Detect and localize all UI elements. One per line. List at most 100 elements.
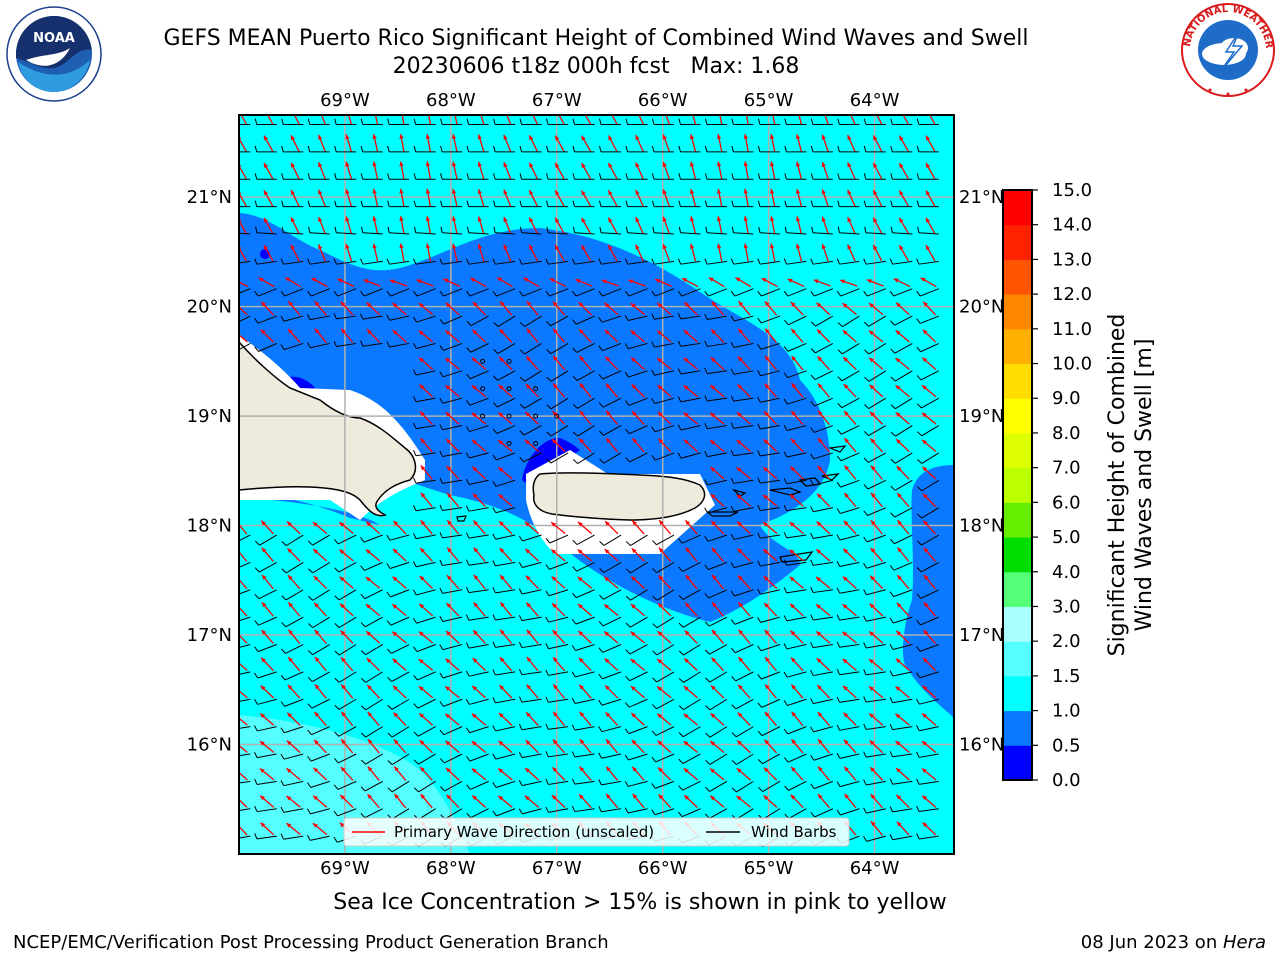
wind-barb xyxy=(576,315,595,325)
wind-barb-flag xyxy=(784,173,787,180)
wind-barb xyxy=(496,397,516,408)
wind-barb-flag xyxy=(598,290,603,297)
wind-barb xyxy=(239,232,251,235)
wind-barb xyxy=(336,315,357,320)
footer-date: 08 Jun 2023 on Hera xyxy=(1081,932,1266,953)
wind-barb-flag xyxy=(810,641,814,648)
wind-barb xyxy=(654,342,675,348)
wind-barb xyxy=(259,534,278,546)
wind-barb xyxy=(867,452,887,463)
wind-barb xyxy=(575,288,595,297)
wave-direction-arrowhead xyxy=(657,411,663,417)
wind-barb-flag xyxy=(412,369,417,376)
wave-direction-arrowhead xyxy=(288,301,293,307)
wind-barb-flag xyxy=(440,118,443,125)
colorbar-segment xyxy=(1003,537,1032,573)
wind-barb xyxy=(920,561,940,573)
wind-barb-flag xyxy=(228,539,232,543)
wave-direction-arrowhead xyxy=(314,739,319,745)
wind-barb-flag xyxy=(280,701,285,707)
wind-barb-flag xyxy=(519,456,525,463)
wave-direction-arrowhead xyxy=(817,685,822,690)
wave-direction-arrowhead xyxy=(868,659,874,664)
wave-direction-arrowhead xyxy=(524,521,530,527)
wave-direction-arrowhead xyxy=(367,739,373,744)
wave-direction-arrowhead xyxy=(372,188,377,194)
wind-barb-flag xyxy=(810,532,814,539)
wave-direction-arrowhead xyxy=(393,739,399,745)
wind-barb-flag xyxy=(280,344,285,350)
wind-barb-flag xyxy=(757,645,762,652)
wave-direction-arrowhead xyxy=(897,520,903,526)
wave-direction-arrowhead xyxy=(923,301,928,307)
wave-direction-arrowhead xyxy=(604,549,610,554)
wave-direction-arrowhead xyxy=(716,188,722,194)
wind-barb-flag xyxy=(704,313,708,320)
wave-direction-arrowhead xyxy=(606,793,611,799)
wind-barb xyxy=(362,315,383,320)
colorbar-tick-label: 4.0 xyxy=(1052,562,1081,583)
wind-barb-flag xyxy=(836,724,841,731)
wave-direction-arrowhead xyxy=(922,713,927,719)
wind-barb xyxy=(841,425,860,435)
wave-direction-arrowhead xyxy=(497,277,503,282)
wind-barb-flag xyxy=(598,699,603,706)
wind-barb-flag xyxy=(783,372,789,378)
wave-direction-arrowhead xyxy=(795,189,801,194)
wave-direction-arrowhead xyxy=(399,107,403,112)
wave-direction-arrowhead xyxy=(318,134,323,140)
wind-barb xyxy=(548,671,569,676)
wind-barb xyxy=(602,288,622,297)
wind-barb-flag xyxy=(413,118,417,125)
wind-barb-flag xyxy=(810,479,814,486)
wind-barb xyxy=(497,370,516,381)
wave-direction-arrowhead xyxy=(471,713,477,719)
wave-direction-arrowhead xyxy=(790,794,796,800)
wind-barb-flag xyxy=(677,258,682,265)
wind-barb xyxy=(338,726,357,737)
wind-barb-flag xyxy=(360,258,364,265)
wave-direction-arrowhead xyxy=(551,522,557,527)
wave-direction-arrowhead xyxy=(604,631,610,637)
wind-barb-flag xyxy=(889,565,895,571)
wind-barb-flag xyxy=(917,226,920,233)
wind-barb-flag xyxy=(651,145,655,152)
wave-direction-arrowhead xyxy=(605,685,610,691)
land-puertorico xyxy=(532,472,706,521)
wind-barb-flag xyxy=(783,615,788,622)
wind-barb-flag xyxy=(652,226,655,233)
wave-direction-arrowhead xyxy=(314,301,320,307)
wave-direction-arrowhead xyxy=(630,604,636,609)
wind-barb-flag xyxy=(545,643,549,649)
wave-direction-arrowhead xyxy=(451,161,457,167)
wave-direction-arrowhead xyxy=(340,301,346,307)
wave-direction-arrowhead xyxy=(606,438,611,443)
wind-barb xyxy=(364,589,383,600)
wind-barb-flag xyxy=(677,396,682,403)
wind-barb xyxy=(311,671,330,682)
wave-direction-arrowhead xyxy=(873,190,878,196)
wind-barb xyxy=(628,288,648,297)
wind-barb xyxy=(309,232,330,235)
wind-barb-flag xyxy=(571,724,576,731)
wave-direction-arrowhead xyxy=(498,384,504,390)
wind-barb-flag xyxy=(572,226,576,233)
wave-direction-arrowhead xyxy=(712,602,717,608)
wind-barb-flag xyxy=(413,646,418,652)
wind-barb xyxy=(892,232,913,235)
wave-direction-arrowhead xyxy=(345,216,350,222)
wave-direction-arrowhead xyxy=(895,357,901,363)
wind-barb xyxy=(443,342,463,351)
wind-barb-flag xyxy=(545,723,549,730)
wave-direction-arrow xyxy=(239,306,248,316)
wave-direction-arrowhead xyxy=(473,574,479,580)
wave-direction-arrowhead xyxy=(340,630,346,636)
wave-direction-arrowhead xyxy=(737,521,742,527)
wind-barb xyxy=(391,726,410,738)
wind-barb-flag xyxy=(916,118,920,125)
wave-direction-arrowhead xyxy=(869,686,874,691)
wind-barb-flag xyxy=(757,258,761,265)
wind-barb-flag xyxy=(465,642,470,649)
wind-barb xyxy=(892,644,913,650)
wind-barb-flag xyxy=(651,426,656,433)
